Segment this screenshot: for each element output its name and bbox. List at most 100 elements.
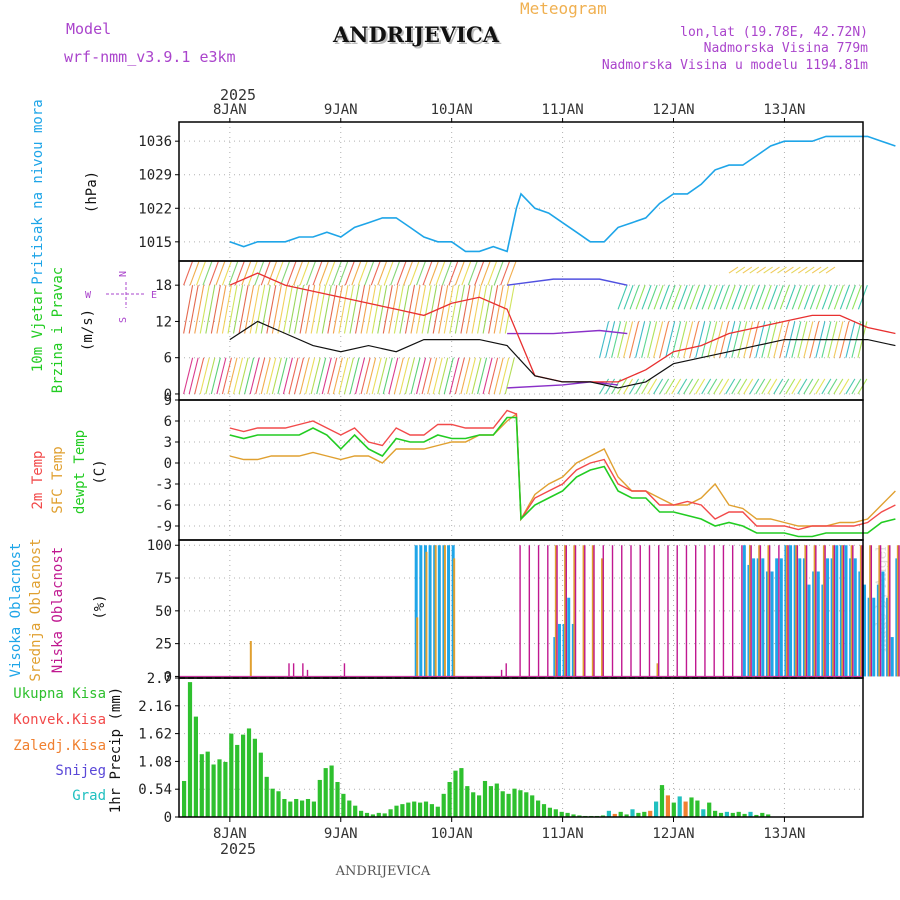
wind-barb <box>791 266 801 274</box>
wind-band-late-mid <box>599 321 868 358</box>
cloud-bar-niska <box>787 545 789 677</box>
wind-barb <box>338 285 349 334</box>
wind-band-late-high <box>617 284 868 310</box>
precip-bar <box>547 807 552 817</box>
precip-bar <box>665 795 670 817</box>
precip-bar <box>642 811 647 817</box>
temp-axis-unit: (C) <box>92 459 108 484</box>
cloud-bar-srednja <box>416 617 419 677</box>
wind-barb <box>653 321 664 358</box>
wind-barb <box>683 378 694 395</box>
cloud-bar-niska <box>565 545 567 677</box>
temp-axis-sfc: SFC Temp <box>50 446 66 513</box>
wind-barb <box>689 321 700 358</box>
cloud-bar-srednja <box>878 545 881 677</box>
wind-barb <box>761 284 772 310</box>
y-tick-label: 2.16 <box>138 699 172 715</box>
wind-barb <box>737 321 748 358</box>
wind-barb <box>617 321 628 358</box>
precip-bar <box>654 801 659 817</box>
cloud-bar-niska <box>750 545 752 677</box>
wind-barb <box>441 260 452 286</box>
cloud-bar-srednja <box>656 663 659 677</box>
wind-barb <box>364 260 375 286</box>
precip-bar <box>730 812 735 817</box>
wind-barb <box>683 284 694 310</box>
wind-barb <box>695 321 706 358</box>
wind-barb <box>216 285 227 334</box>
cloud-bar-visoka <box>881 571 885 677</box>
wind-barb <box>482 357 493 395</box>
x-label-bottom: 11JAN <box>542 826 584 842</box>
precip-bar <box>187 682 193 817</box>
precip-bar <box>217 759 222 817</box>
wind-barb <box>623 378 634 395</box>
wind-barb <box>695 378 706 395</box>
wind-barb <box>821 378 832 395</box>
wind-barb <box>839 378 850 395</box>
wind-barb <box>382 357 393 395</box>
year-top: 2025 <box>220 86 256 104</box>
wind-barb <box>617 284 628 310</box>
cloud-bar-niska <box>584 545 586 677</box>
precip-bar <box>341 793 346 817</box>
wind-barb <box>277 357 288 395</box>
wind-barb <box>755 378 766 395</box>
cloud-bar-srednja <box>896 545 899 677</box>
precip-bar <box>701 809 706 817</box>
cloud-bar-visoka <box>437 545 441 677</box>
wind-barb <box>305 285 316 334</box>
cloud-bar-srednja <box>869 545 872 677</box>
wind-barb <box>210 285 221 334</box>
precip-bar <box>364 812 370 817</box>
wind-barb <box>318 260 330 286</box>
y-tick-label: 2.7 <box>147 671 172 687</box>
x-label-top: 11JAN <box>542 102 584 118</box>
cloud-bar-niska <box>630 545 632 677</box>
wind-barb <box>839 284 850 310</box>
wind-barb <box>677 284 688 310</box>
wind-barb <box>443 285 454 334</box>
wind-barb <box>360 285 371 334</box>
precip-legend-item: Konvek.Kisa <box>13 712 106 728</box>
wind-barb <box>773 378 784 395</box>
panel-frame <box>178 121 864 262</box>
wind-barb <box>306 260 317 286</box>
cloud-bar-visoka <box>557 623 561 677</box>
x-label-bottom: 10JAN <box>431 826 473 842</box>
wind-barb <box>293 285 305 334</box>
cloud-bar-niska <box>861 545 863 677</box>
wind-barb <box>460 285 471 334</box>
wind-barb <box>629 321 640 358</box>
wind-barb <box>432 357 443 395</box>
wind-barb <box>238 285 249 334</box>
wind-barb <box>659 284 670 310</box>
wind-barb <box>701 378 712 395</box>
wind-barb <box>773 321 784 358</box>
wind-barb <box>719 378 730 395</box>
wind-barb <box>623 284 634 310</box>
cloud-bar-niska <box>593 545 595 677</box>
wind-barb <box>737 378 748 395</box>
precip-bar <box>359 810 364 817</box>
wind-barb <box>743 321 754 358</box>
cloud-bar-visoka <box>826 558 830 677</box>
precip-bar <box>311 801 316 817</box>
precip-bar <box>530 795 535 817</box>
precip-bar <box>282 798 287 817</box>
cloud-bar-niska <box>343 663 346 677</box>
wind-barb <box>271 357 282 395</box>
wind-barb <box>785 284 796 310</box>
wind-barb <box>357 260 368 286</box>
cloud-bar-srednja <box>443 545 446 677</box>
wind-barb <box>421 285 432 334</box>
wind-barb <box>238 357 249 395</box>
precip-bar <box>406 802 411 817</box>
wind-barb <box>635 284 646 310</box>
wind-barb <box>499 357 510 395</box>
wind-barb <box>188 285 199 334</box>
wind-barb <box>327 357 338 395</box>
cloud-bar-visoka <box>779 558 783 677</box>
wind-barb <box>735 266 746 274</box>
precip-bar <box>317 779 322 817</box>
